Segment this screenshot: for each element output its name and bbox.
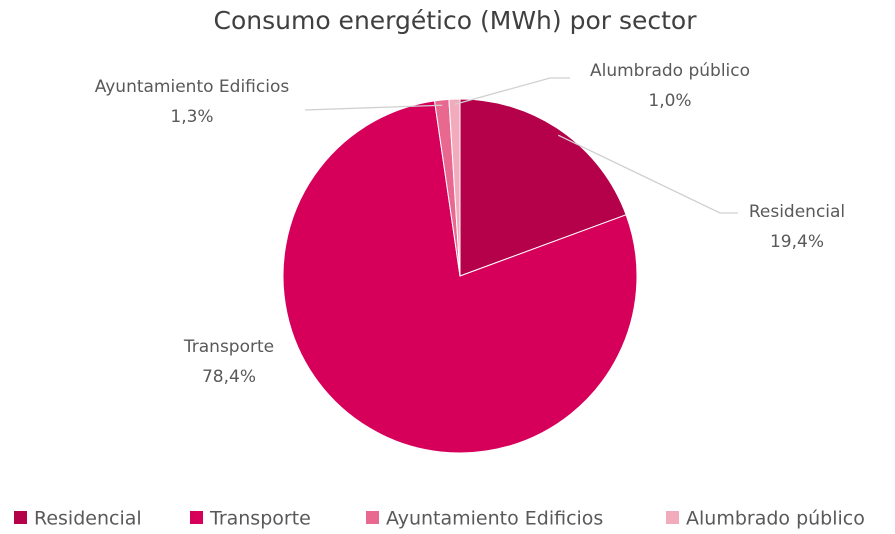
pie-slice	[448, 98, 461, 277]
legend-swatch	[14, 511, 27, 524]
data-label: 1,3%	[170, 107, 213, 127]
pie-slice	[282, 100, 638, 454]
legend-label: Transporte	[209, 508, 311, 530]
data-label-name: Residencial	[749, 202, 845, 222]
pie-slice	[459, 98, 627, 277]
legend-label: Alumbrado público	[686, 508, 865, 530]
data-label-name: Transporte	[183, 337, 274, 357]
data-label: 1,0%	[648, 91, 691, 111]
data-label: 19,4%	[770, 232, 824, 252]
legend-swatch	[366, 511, 379, 524]
legend-swatch	[666, 511, 679, 524]
leader-line	[557, 134, 738, 214]
legend-swatch	[190, 511, 203, 524]
chart-title: Consumo energético (MWh) por sector	[214, 6, 698, 35]
data-label-name: Alumbrado público	[590, 61, 750, 81]
legend-label: Ayuntamiento Edificios	[386, 508, 603, 530]
data-label: 78,4%	[202, 367, 256, 387]
leader-line	[304, 104, 443, 111]
legend-label: Residencial	[34, 508, 142, 530]
leader-line	[454, 77, 570, 106]
data-label-name: Ayuntamiento Edificios	[95, 77, 290, 97]
